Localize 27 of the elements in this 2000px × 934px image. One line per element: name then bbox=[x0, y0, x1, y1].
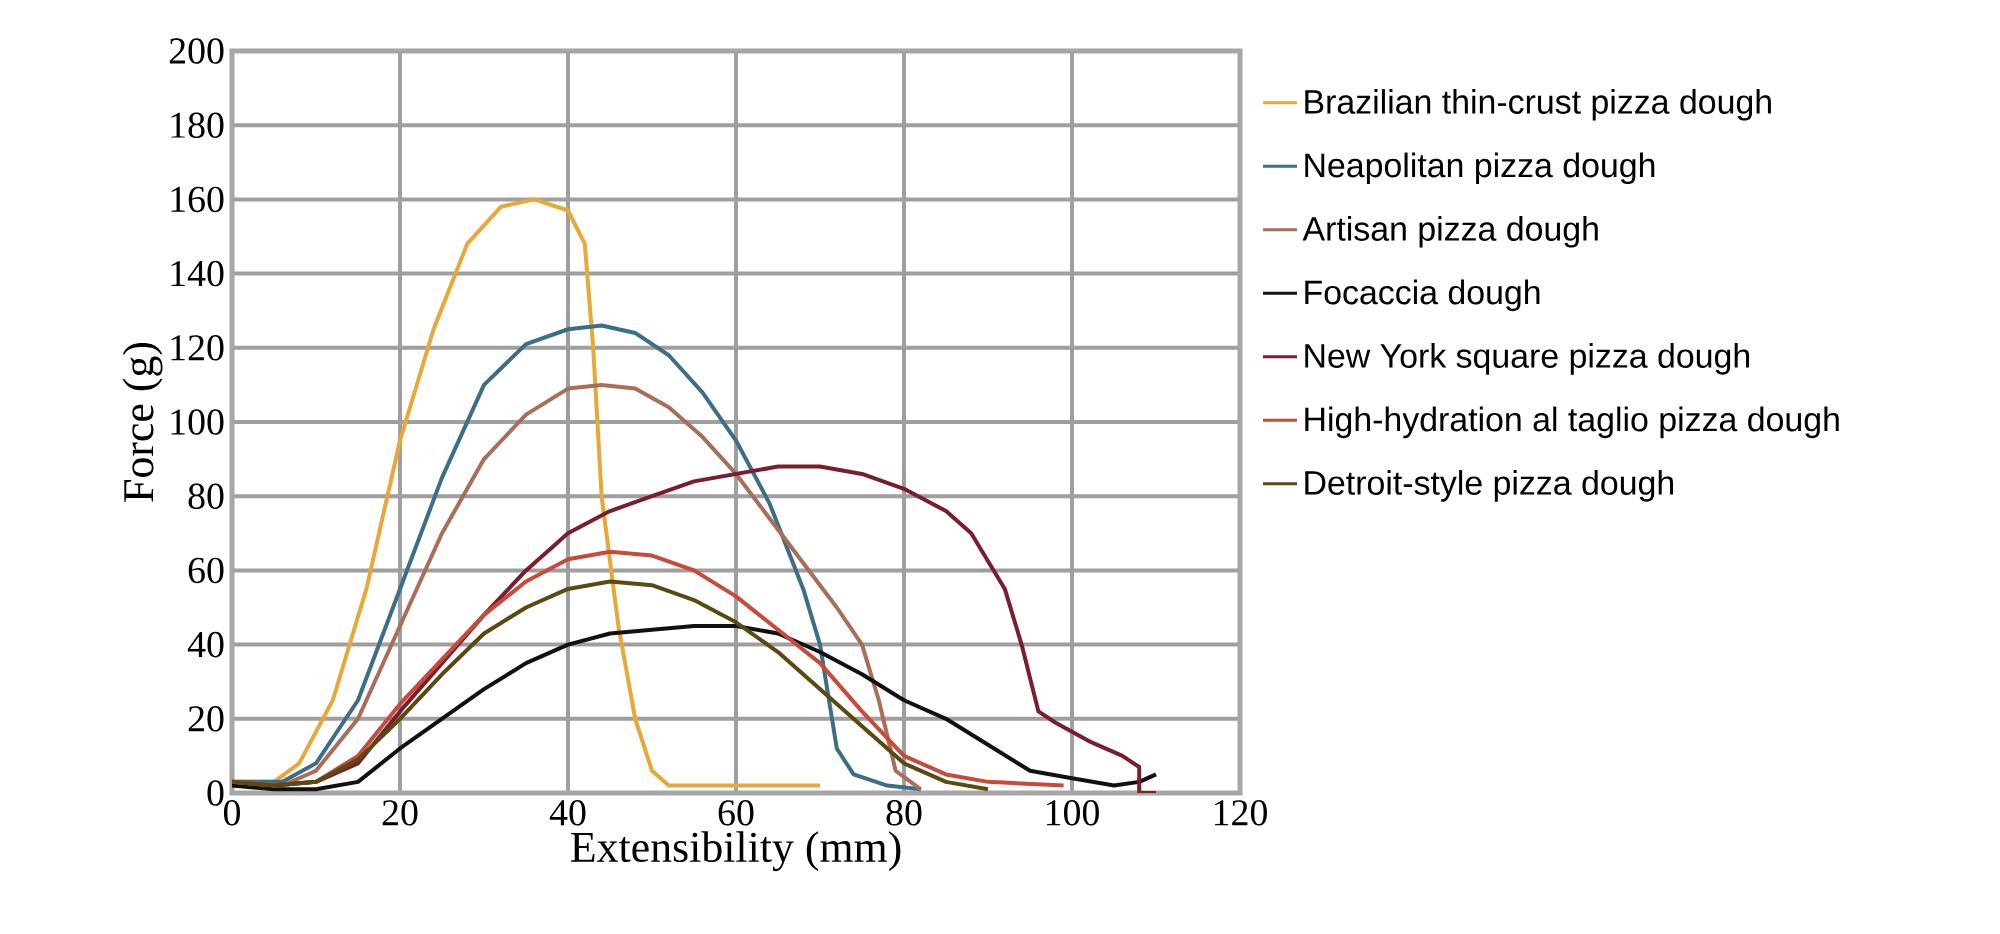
y-tick-label: 200 bbox=[169, 38, 224, 64]
x-tick-label: 80 bbox=[886, 800, 922, 826]
legend-label: Brazilian thin-crust pizza dough bbox=[1305, 89, 1771, 121]
y-tick-label: 0 bbox=[207, 780, 224, 806]
x-tick-label: 120 bbox=[1214, 800, 1267, 826]
y-tick-label: 140 bbox=[171, 260, 224, 287]
legend-label: Artisan pizza dough bbox=[1302, 216, 1598, 248]
y-tick-label: 60 bbox=[188, 557, 224, 584]
legend-label: New York square pizza dough bbox=[1305, 343, 1749, 375]
y-tick-label: 180 bbox=[171, 112, 224, 138]
y-tick-label: 100 bbox=[171, 409, 224, 435]
x-tick-label: 60 bbox=[718, 800, 754, 826]
x-tick-label: 20 bbox=[382, 800, 418, 826]
x-tick-label: 40 bbox=[549, 800, 586, 826]
legend-label: Neapolitan pizza dough bbox=[1305, 152, 1655, 185]
legend-label: Focaccia dough bbox=[1305, 279, 1540, 312]
x-tick-label: 100 bbox=[1046, 800, 1099, 826]
legend-label: Detroit-style pizza dough bbox=[1305, 470, 1674, 502]
y-axis-title: Force (g) bbox=[122, 342, 163, 502]
x-axis-title: Extensibility (mm) bbox=[571, 831, 901, 872]
legend-label: High-hydration al taglio pizza dough bbox=[1305, 406, 1839, 439]
y-tick-label: 120 bbox=[171, 335, 224, 361]
y-tick-label: 20 bbox=[188, 706, 224, 732]
y-tick-label: 40 bbox=[187, 631, 224, 658]
y-tick-label: 160 bbox=[171, 186, 224, 213]
x-tick-label: 0 bbox=[223, 800, 241, 826]
y-tick-label: 80 bbox=[188, 483, 224, 509]
